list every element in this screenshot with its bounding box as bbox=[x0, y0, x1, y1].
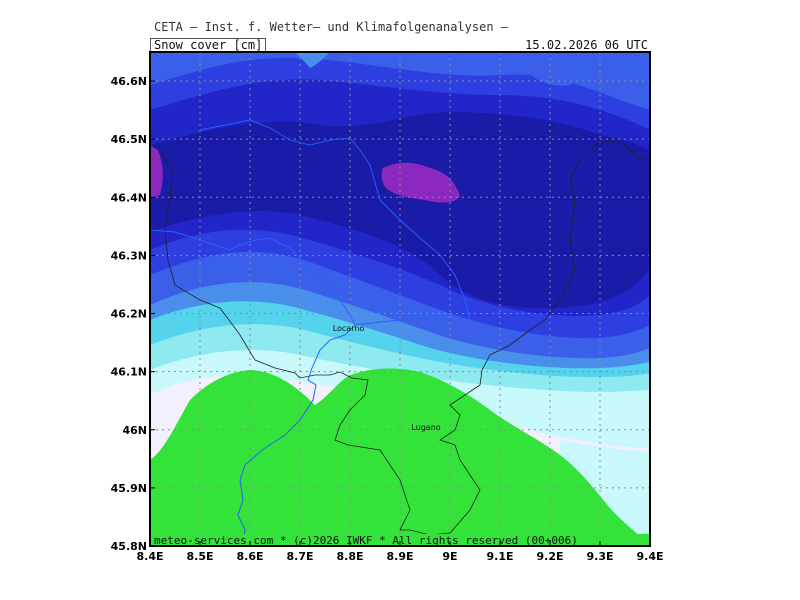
map-subheader: Snow_cover_[cm] 15.02.2026 06 UTC bbox=[150, 38, 650, 53]
y-tick-label: 46.1N bbox=[111, 366, 147, 379]
y-tick-label: 46N bbox=[122, 424, 147, 437]
river-line bbox=[150, 229, 356, 546]
footer-text: meteo-services.com * (c)2026 IWKF * All … bbox=[154, 534, 578, 547]
snow-free-area bbox=[150, 368, 650, 546]
y-tick-label: 46.2N bbox=[111, 308, 147, 321]
map-grid bbox=[150, 52, 650, 546]
band-navy bbox=[150, 111, 650, 309]
x-tick-label: 8.6E bbox=[236, 550, 263, 563]
city-labels: Locarno Lugano bbox=[333, 324, 441, 432]
y-tick-label: 45.8N bbox=[111, 540, 147, 553]
x-tick-label: 8.5E bbox=[186, 550, 213, 563]
lake-line bbox=[354, 314, 471, 326]
x-tick-label: 9.1E bbox=[486, 550, 513, 563]
river-line-north bbox=[199, 119, 471, 321]
y-tick-label: 46.4N bbox=[111, 191, 147, 204]
map-field bbox=[150, 52, 650, 546]
y-tick-label: 46.5N bbox=[111, 133, 147, 146]
x-tick-label: 9.3E bbox=[586, 550, 613, 563]
city-label-locarno: Locarno bbox=[333, 324, 365, 333]
city-label-lugano: Lugano bbox=[411, 423, 440, 432]
y-tick-label: 46.3N bbox=[111, 249, 147, 262]
x-axis-ticks: 8.4E 8.5E 8.6E 8.7E 8.8E 8.9E 9E 9.1E 9.2E 9.3E 9.… bbox=[136, 541, 664, 563]
header-title: CETA — Inst. f. Wetter— und Klimafolgena… bbox=[154, 20, 509, 34]
x-tick-label: 9.2E bbox=[536, 550, 563, 563]
footer-bar bbox=[151, 534, 649, 545]
band-bright-top-left bbox=[295, 52, 330, 68]
band-bright-top-right bbox=[525, 55, 578, 86]
band-light-cyan-lower bbox=[560, 440, 650, 546]
y-tick-label: 46.6N bbox=[111, 75, 147, 88]
datetime-label: 15.02.2026 06 UTC bbox=[525, 38, 648, 52]
x-tick-label: 9E bbox=[442, 550, 457, 563]
purple-patch-left bbox=[150, 145, 163, 198]
x-tick-label: 8.8E bbox=[336, 550, 363, 563]
x-tick-label: 8.4E bbox=[136, 550, 163, 563]
y-tick-label: 45.9N bbox=[111, 482, 147, 495]
y-axis-ticks: 46.6N 46.5N 46.4N 46.3N 46.2N 46.1N 46N 45.9N 45… bbox=[111, 75, 155, 553]
x-tick-label: 8.9E bbox=[386, 550, 413, 563]
x-tick-label: 9.4E bbox=[636, 550, 663, 563]
purple-patch-center bbox=[381, 162, 460, 203]
x-tick-label: 8.7E bbox=[286, 550, 313, 563]
